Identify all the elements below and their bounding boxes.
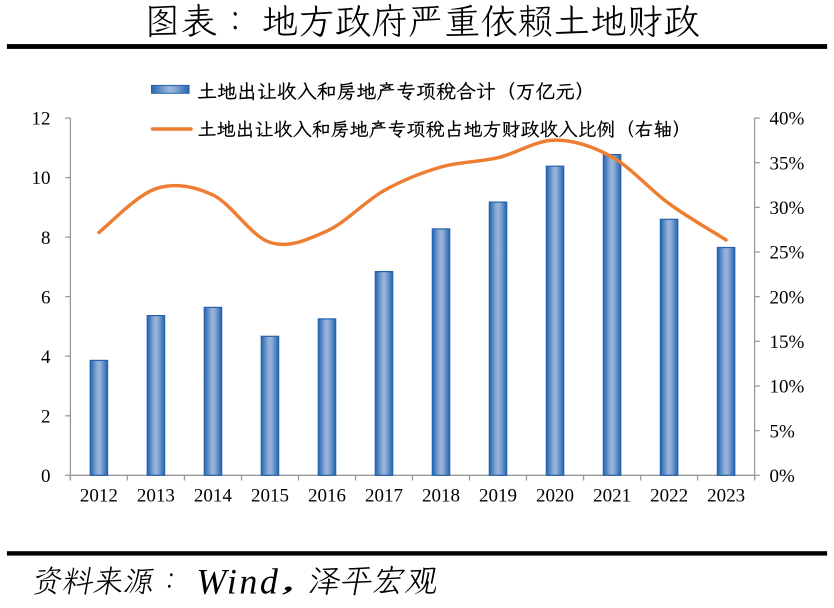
svg-text:35%: 35% [770,153,805,174]
svg-text:2016: 2016 [308,486,346,507]
svg-text:2015: 2015 [251,486,289,507]
svg-text:5%: 5% [770,421,796,442]
svg-text:20%: 20% [770,287,805,308]
svg-text:40%: 40% [770,109,805,130]
svg-text:2022: 2022 [650,486,688,507]
svg-text:2014: 2014 [194,486,233,507]
svg-text:25%: 25% [770,243,805,264]
svg-text:2: 2 [41,406,51,427]
svg-text:Wind: Wind [196,562,280,602]
svg-text:2012: 2012 [80,486,118,507]
svg-text:2020: 2020 [536,486,574,507]
svg-text:8: 8 [41,228,51,249]
svg-text:30%: 30% [770,198,805,219]
svg-text:4: 4 [41,347,51,368]
svg-text:2017: 2017 [365,486,403,507]
svg-text:10: 10 [32,168,51,189]
svg-text:2013: 2013 [137,486,175,507]
svg-text:2018: 2018 [422,486,460,507]
svg-text:0: 0 [41,466,51,487]
svg-text:12: 12 [32,109,51,130]
svg-text:10%: 10% [770,377,805,398]
svg-text:2023: 2023 [707,486,745,507]
svg-text:15%: 15% [770,332,805,353]
svg-text:2019: 2019 [479,486,517,507]
svg-text:0%: 0% [770,466,796,487]
svg-text:6: 6 [41,287,51,308]
svg-text:2021: 2021 [593,486,631,507]
